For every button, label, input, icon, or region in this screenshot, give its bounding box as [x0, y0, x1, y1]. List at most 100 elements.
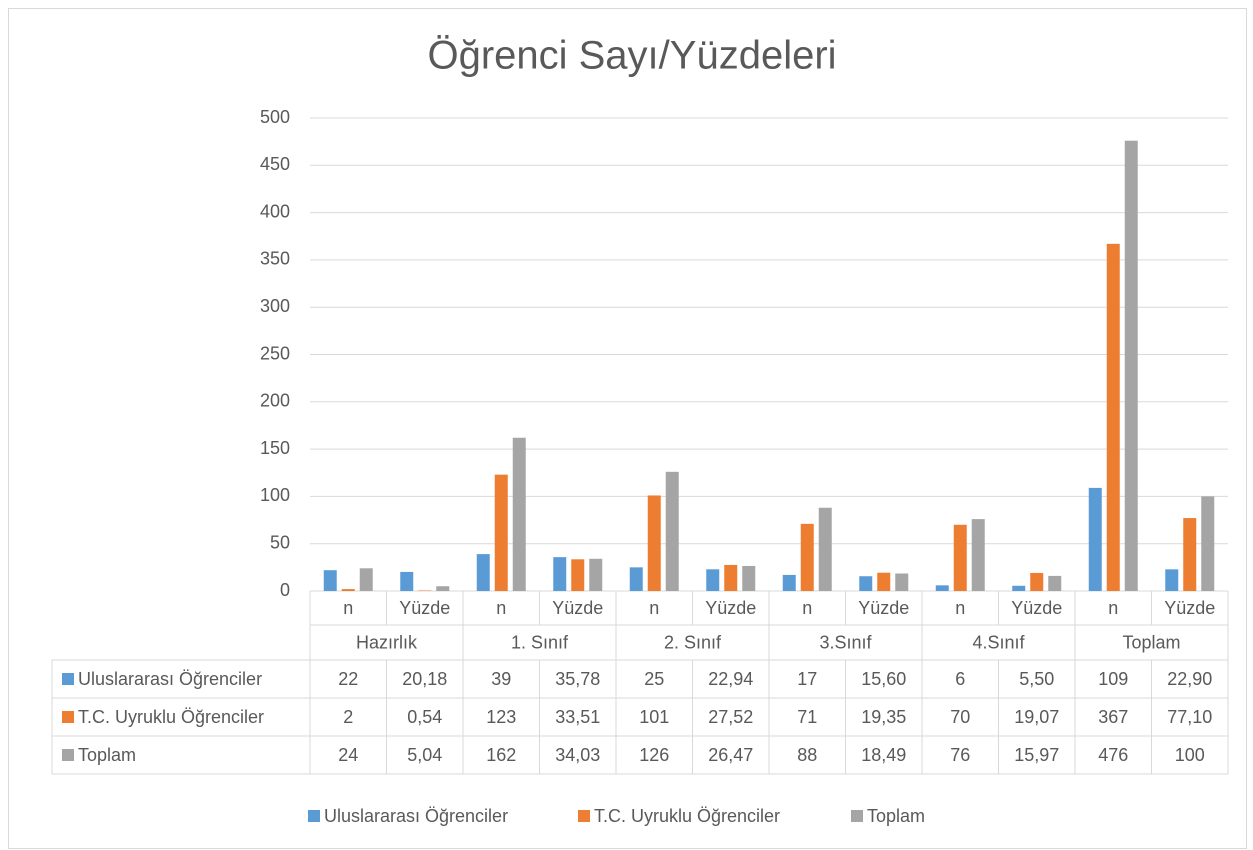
table-cell: 476 — [1098, 745, 1128, 765]
y-tick-label: 450 — [260, 154, 290, 174]
bar — [800, 523, 814, 591]
table-cell: 162 — [486, 745, 516, 765]
table-cell: 19,07 — [1014, 707, 1059, 727]
legend-label: Uluslararası Öğrenciler — [324, 806, 508, 826]
bar — [1124, 140, 1138, 592]
bar — [782, 574, 796, 591]
table-cell: 34,03 — [555, 745, 600, 765]
table-cell: 367 — [1098, 707, 1128, 727]
category-label: n — [955, 598, 965, 618]
group-label: 3.Sınıf — [819, 632, 872, 652]
table-cell: 126 — [639, 745, 669, 765]
bar — [1165, 569, 1179, 591]
table-cell: 22,94 — [708, 669, 753, 689]
bar — [877, 572, 891, 591]
group-label: Toplam — [1122, 632, 1180, 652]
bar — [706, 569, 720, 591]
bar — [1012, 585, 1026, 591]
table-cell: 2 — [343, 707, 353, 727]
bar — [494, 474, 508, 591]
bar — [1106, 243, 1120, 591]
table-cell: 22 — [338, 669, 358, 689]
group-label: 4.Sınıf — [972, 632, 1025, 652]
category-label: n — [1108, 598, 1118, 618]
bar — [953, 524, 967, 591]
table-cell: 20,18 — [402, 669, 447, 689]
y-tick-label: 100 — [260, 485, 290, 505]
bar — [971, 519, 985, 591]
table-cell: 22,90 — [1167, 669, 1212, 689]
legend-label: T.C. Uyruklu Öğrenciler — [594, 806, 780, 826]
bar — [647, 495, 661, 591]
bar — [742, 565, 756, 591]
category-label: Yüzde — [858, 598, 909, 618]
y-tick-label: 200 — [260, 391, 290, 411]
table-cell: 15,60 — [861, 669, 906, 689]
bar — [571, 559, 585, 591]
bar — [553, 557, 567, 591]
category-label: n — [649, 598, 659, 618]
bar — [1048, 575, 1062, 591]
bar — [400, 571, 414, 591]
table-cell: 109 — [1098, 669, 1128, 689]
table-cell: 5,50 — [1019, 669, 1054, 689]
category-label: Yüzde — [1011, 598, 1062, 618]
table-cell: 70 — [950, 707, 970, 727]
legend-key — [62, 673, 74, 685]
table-cell: 88 — [797, 745, 817, 765]
table-cell: 5,04 — [407, 745, 442, 765]
legend-key — [308, 810, 320, 822]
bar — [895, 573, 909, 591]
bar — [724, 564, 738, 591]
bar — [323, 570, 337, 591]
table-cell: 76 — [950, 745, 970, 765]
table-cell: 27,52 — [708, 707, 753, 727]
legend-key — [851, 810, 863, 822]
table-series-name: Toplam — [78, 745, 136, 765]
table-cell: 71 — [797, 707, 817, 727]
bar — [418, 590, 432, 591]
y-tick-label: 350 — [260, 249, 290, 269]
bar — [629, 567, 643, 591]
table-cell: 77,10 — [1167, 707, 1212, 727]
bar — [341, 589, 355, 591]
y-tick-label: 150 — [260, 438, 290, 458]
category-label: Yüzde — [399, 598, 450, 618]
table-cell: 39 — [491, 669, 511, 689]
y-tick-label: 500 — [260, 107, 290, 127]
table-cell: 101 — [639, 707, 669, 727]
y-tick-label: 0 — [280, 580, 290, 600]
legend-key — [62, 711, 74, 723]
bar — [818, 507, 832, 591]
table-cell: 100 — [1175, 745, 1205, 765]
category-label: n — [343, 598, 353, 618]
legend-key — [62, 749, 74, 761]
bar — [1088, 487, 1102, 591]
bar — [476, 554, 490, 591]
table-series-name: Uluslararası Öğrenciler — [78, 669, 262, 689]
table-cell: 6 — [955, 669, 965, 689]
legend-key — [578, 810, 590, 822]
bar — [665, 471, 679, 591]
category-label: Yüzde — [1164, 598, 1215, 618]
category-label: Yüzde — [705, 598, 756, 618]
table-cell: 25 — [644, 669, 664, 689]
chart-frame — [8, 8, 1247, 849]
table-series-name: T.C. Uyruklu Öğrenciler — [78, 707, 264, 727]
bar — [859, 576, 873, 591]
group-label: 2. Sınıf — [664, 632, 722, 652]
bar — [935, 585, 949, 591]
table-cell: 123 — [486, 707, 516, 727]
table-cell: 33,51 — [555, 707, 600, 727]
table-cell: 18,49 — [861, 745, 906, 765]
table-cell: 0,54 — [407, 707, 442, 727]
bar — [1030, 572, 1044, 591]
chart-title: Öğrenci Sayı/Yüzdeleri — [427, 34, 836, 78]
table-cell: 26,47 — [708, 745, 753, 765]
table-cell: 19,35 — [861, 707, 906, 727]
bar — [436, 586, 450, 591]
bar — [512, 437, 526, 591]
bar — [589, 558, 603, 591]
category-label: n — [496, 598, 506, 618]
